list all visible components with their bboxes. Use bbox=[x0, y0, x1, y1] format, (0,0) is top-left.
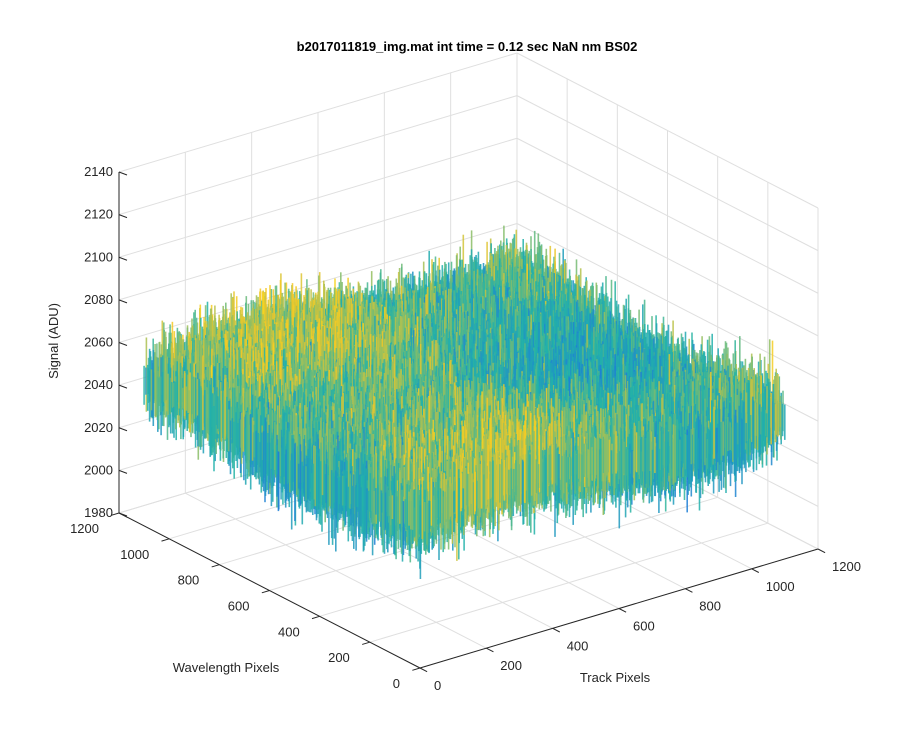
grid-line bbox=[319, 496, 718, 617]
surface-layer bbox=[143, 225, 786, 579]
grid-line bbox=[516, 223, 819, 379]
grid-line bbox=[118, 52, 518, 173]
grid-line bbox=[516, 180, 819, 337]
grid-line bbox=[516, 137, 819, 294]
grid-line bbox=[516, 52, 819, 209]
grid-line bbox=[118, 137, 518, 258]
grid-line bbox=[369, 522, 768, 643]
grid-line bbox=[516, 95, 819, 252]
grid-line bbox=[118, 95, 518, 216]
grid-line bbox=[118, 180, 518, 301]
